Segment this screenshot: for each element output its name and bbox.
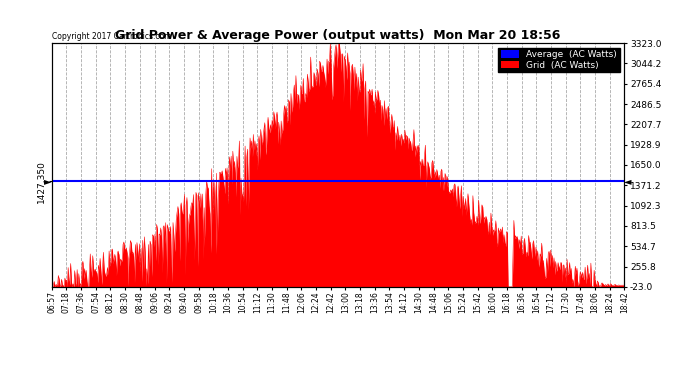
- Text: ►: ►: [44, 176, 52, 186]
- Legend: Average  (AC Watts), Grid  (AC Watts): Average (AC Watts), Grid (AC Watts): [498, 48, 620, 72]
- Text: ◄: ◄: [624, 176, 632, 186]
- Title: Grid Power & Average Power (output watts)  Mon Mar 20 18:56: Grid Power & Average Power (output watts…: [115, 29, 561, 42]
- Text: Copyright 2017 Cartronics.com: Copyright 2017 Cartronics.com: [52, 32, 171, 41]
